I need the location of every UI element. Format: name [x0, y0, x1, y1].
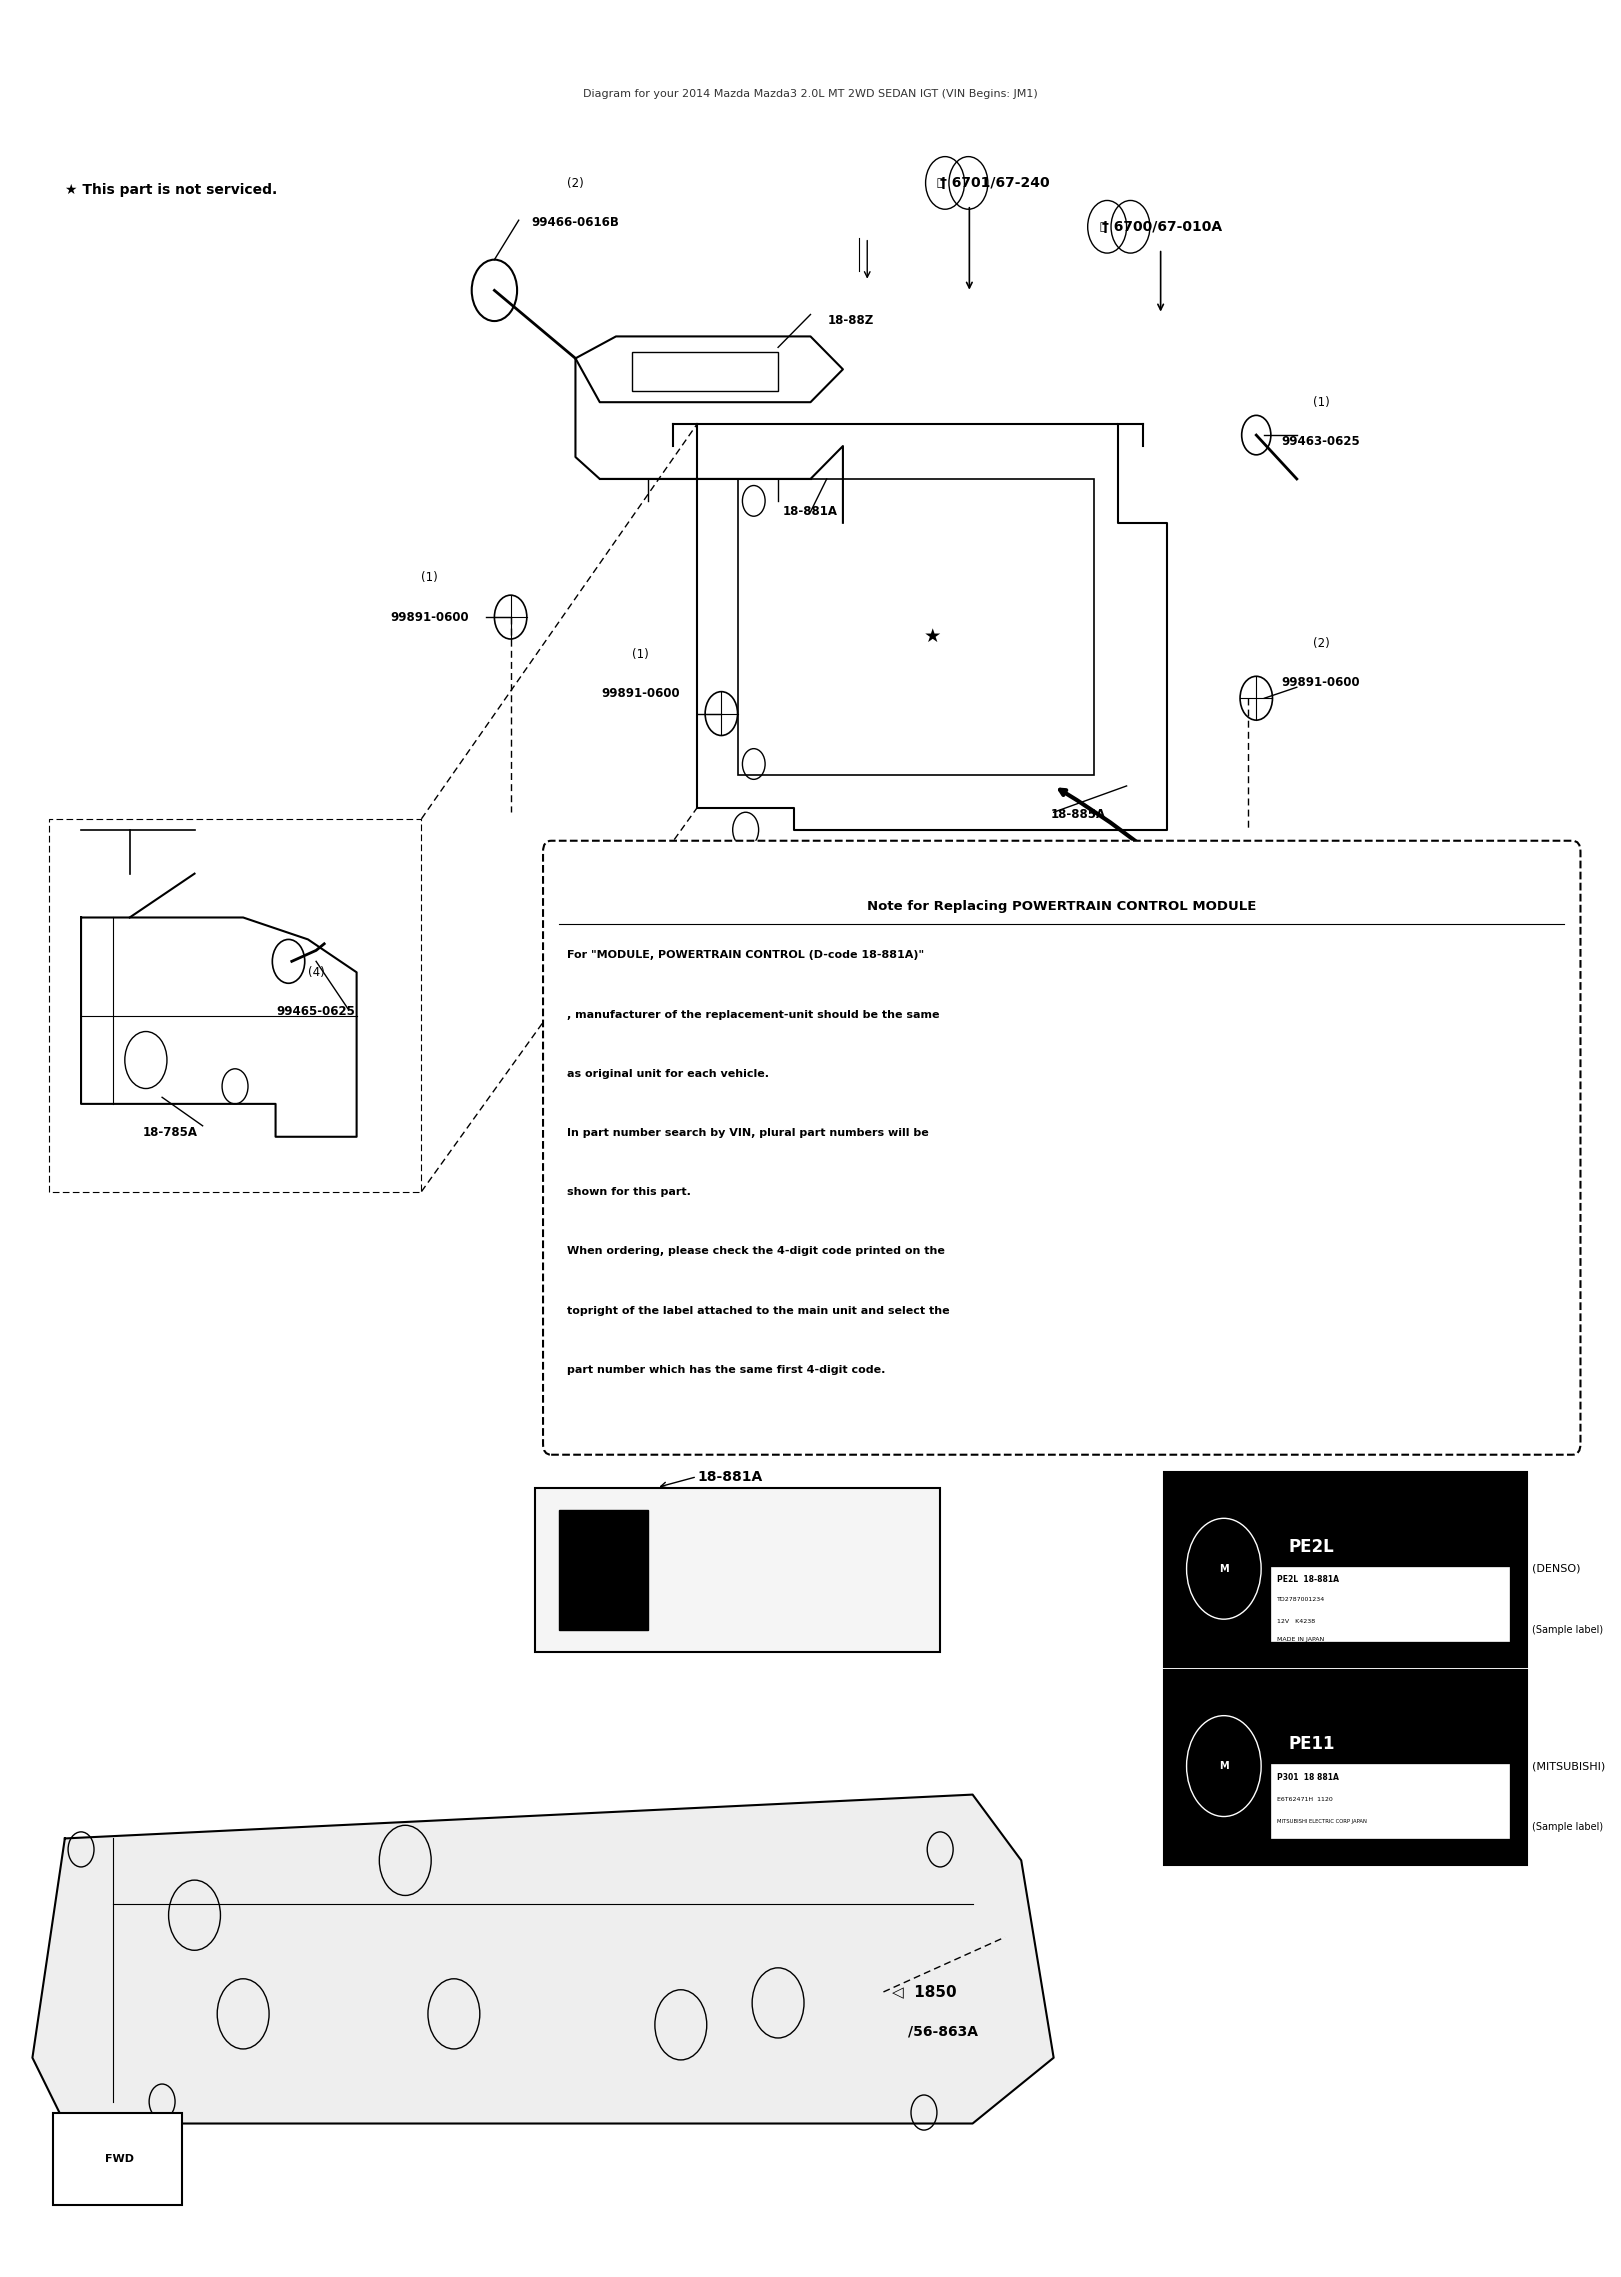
Text: PE11: PE11 — [1289, 1735, 1336, 1753]
Text: as original unit for each vehicle.: as original unit for each vehicle. — [567, 1068, 770, 1079]
FancyBboxPatch shape — [543, 840, 1580, 1455]
Text: 12V   K4238: 12V K4238 — [1277, 1619, 1316, 1624]
Text: ⌒: ⌒ — [937, 178, 943, 189]
Text: ★ This part is not serviced.: ★ This part is not serviced. — [65, 182, 277, 196]
Text: 99463-0625: 99463-0625 — [1282, 435, 1360, 449]
FancyBboxPatch shape — [535, 1487, 940, 1653]
Text: part number which has the same first 4-digit code.: part number which has the same first 4-d… — [567, 1364, 885, 1375]
Text: † 6700/67-010A: † 6700/67-010A — [1102, 221, 1222, 235]
Text: (Sample label): (Sample label) — [1532, 1822, 1603, 1833]
FancyBboxPatch shape — [1164, 1669, 1527, 1865]
Text: ENGINE SWITCHES & RELAYS (2000CC): ENGINE SWITCHES & RELAYS (2000CC) — [600, 30, 1021, 50]
Text: (4): (4) — [308, 965, 324, 979]
FancyBboxPatch shape — [53, 2113, 182, 2204]
FancyBboxPatch shape — [559, 1510, 648, 1630]
Text: M: M — [1219, 1564, 1229, 1573]
Text: † 6701/67-240: † 6701/67-240 — [940, 175, 1050, 189]
Text: PE2L  18-881A: PE2L 18-881A — [1277, 1576, 1339, 1585]
Text: Note for Replacing POWERTRAIN CONTROL MODULE: Note for Replacing POWERTRAIN CONTROL MO… — [867, 899, 1256, 913]
Text: ★: ★ — [924, 628, 940, 647]
Text: 99465-0625: 99465-0625 — [277, 1004, 355, 1018]
FancyBboxPatch shape — [1271, 1765, 1509, 1838]
Text: 99891-0600: 99891-0600 — [391, 610, 468, 624]
Text: P301  18 881A: P301 18 881A — [1277, 1774, 1339, 1781]
Text: Diagram for your 2014 Mazda Mazda3 2.0L MT 2WD SEDAN IGT (VIN Begins: JM1): Diagram for your 2014 Mazda Mazda3 2.0L … — [584, 89, 1037, 100]
Text: (Sample label): (Sample label) — [1532, 1626, 1603, 1635]
Text: ◁  1850: ◁ 1850 — [892, 1986, 956, 1999]
Text: 4-digit code: 4-digit code — [1389, 1692, 1448, 1701]
Text: shown for this part.: shown for this part. — [567, 1186, 691, 1198]
Text: 18-885A: 18-885A — [1050, 808, 1106, 820]
Text: 18-88Z: 18-88Z — [828, 314, 874, 328]
Text: In part number search by VIN, plural part numbers will be: In part number search by VIN, plural par… — [567, 1127, 929, 1138]
Polygon shape — [32, 1794, 1054, 2124]
Text: 18-881A: 18-881A — [697, 1469, 762, 1485]
Text: , manufacturer of the replacement-unit should be the same: , manufacturer of the replacement-unit s… — [567, 1009, 940, 1020]
Text: /56-863A: /56-863A — [908, 2024, 977, 2038]
FancyBboxPatch shape — [1271, 1567, 1509, 1642]
Text: (1): (1) — [1313, 396, 1329, 410]
Text: topright of the label attached to the main unit and select the: topright of the label attached to the ma… — [567, 1305, 950, 1316]
Text: MADE IN JAPAN: MADE IN JAPAN — [1277, 1637, 1324, 1642]
Text: For "MODULE, POWERTRAIN CONTROL (D-code 18-881A)": For "MODULE, POWERTRAIN CONTROL (D-code … — [567, 950, 924, 961]
Text: (1): (1) — [632, 649, 648, 660]
FancyBboxPatch shape — [1164, 1473, 1527, 1667]
Text: 18-713: 18-713 — [736, 863, 781, 877]
Circle shape — [1187, 1519, 1261, 1619]
Text: (DENSO): (DENSO) — [1532, 1564, 1580, 1573]
Text: (MITSUBISHI): (MITSUBISHI) — [1532, 1760, 1605, 1772]
Text: PE2L: PE2L — [1289, 1537, 1334, 1555]
Circle shape — [1187, 1715, 1261, 1817]
Text: E6T62471H  1120: E6T62471H 1120 — [1277, 1797, 1332, 1801]
Text: 99891-0600: 99891-0600 — [601, 688, 679, 701]
Text: (1): (1) — [421, 572, 438, 585]
Text: 99466-0616B: 99466-0616B — [532, 216, 619, 228]
Text: When ordering, please check the 4-digit code printed on the: When ordering, please check the 4-digit … — [567, 1246, 945, 1257]
Text: 99891-0600: 99891-0600 — [1282, 676, 1360, 690]
Text: TD2787001234: TD2787001234 — [1277, 1596, 1326, 1603]
Text: ⌒: ⌒ — [1099, 221, 1106, 232]
Text: MITSUBISHI ELECTRIC CORP JAPAN: MITSUBISHI ELECTRIC CORP JAPAN — [1277, 1819, 1367, 1824]
Text: 18-881A: 18-881A — [783, 505, 838, 519]
Text: FWD: FWD — [105, 2154, 135, 2163]
Text: 4-digit code: 4-digit code — [1389, 1494, 1448, 1503]
Text: (2): (2) — [567, 178, 584, 189]
Text: M: M — [1219, 1760, 1229, 1772]
Text: (2): (2) — [1313, 638, 1329, 649]
Text: 18-785A: 18-785A — [143, 1125, 198, 1138]
